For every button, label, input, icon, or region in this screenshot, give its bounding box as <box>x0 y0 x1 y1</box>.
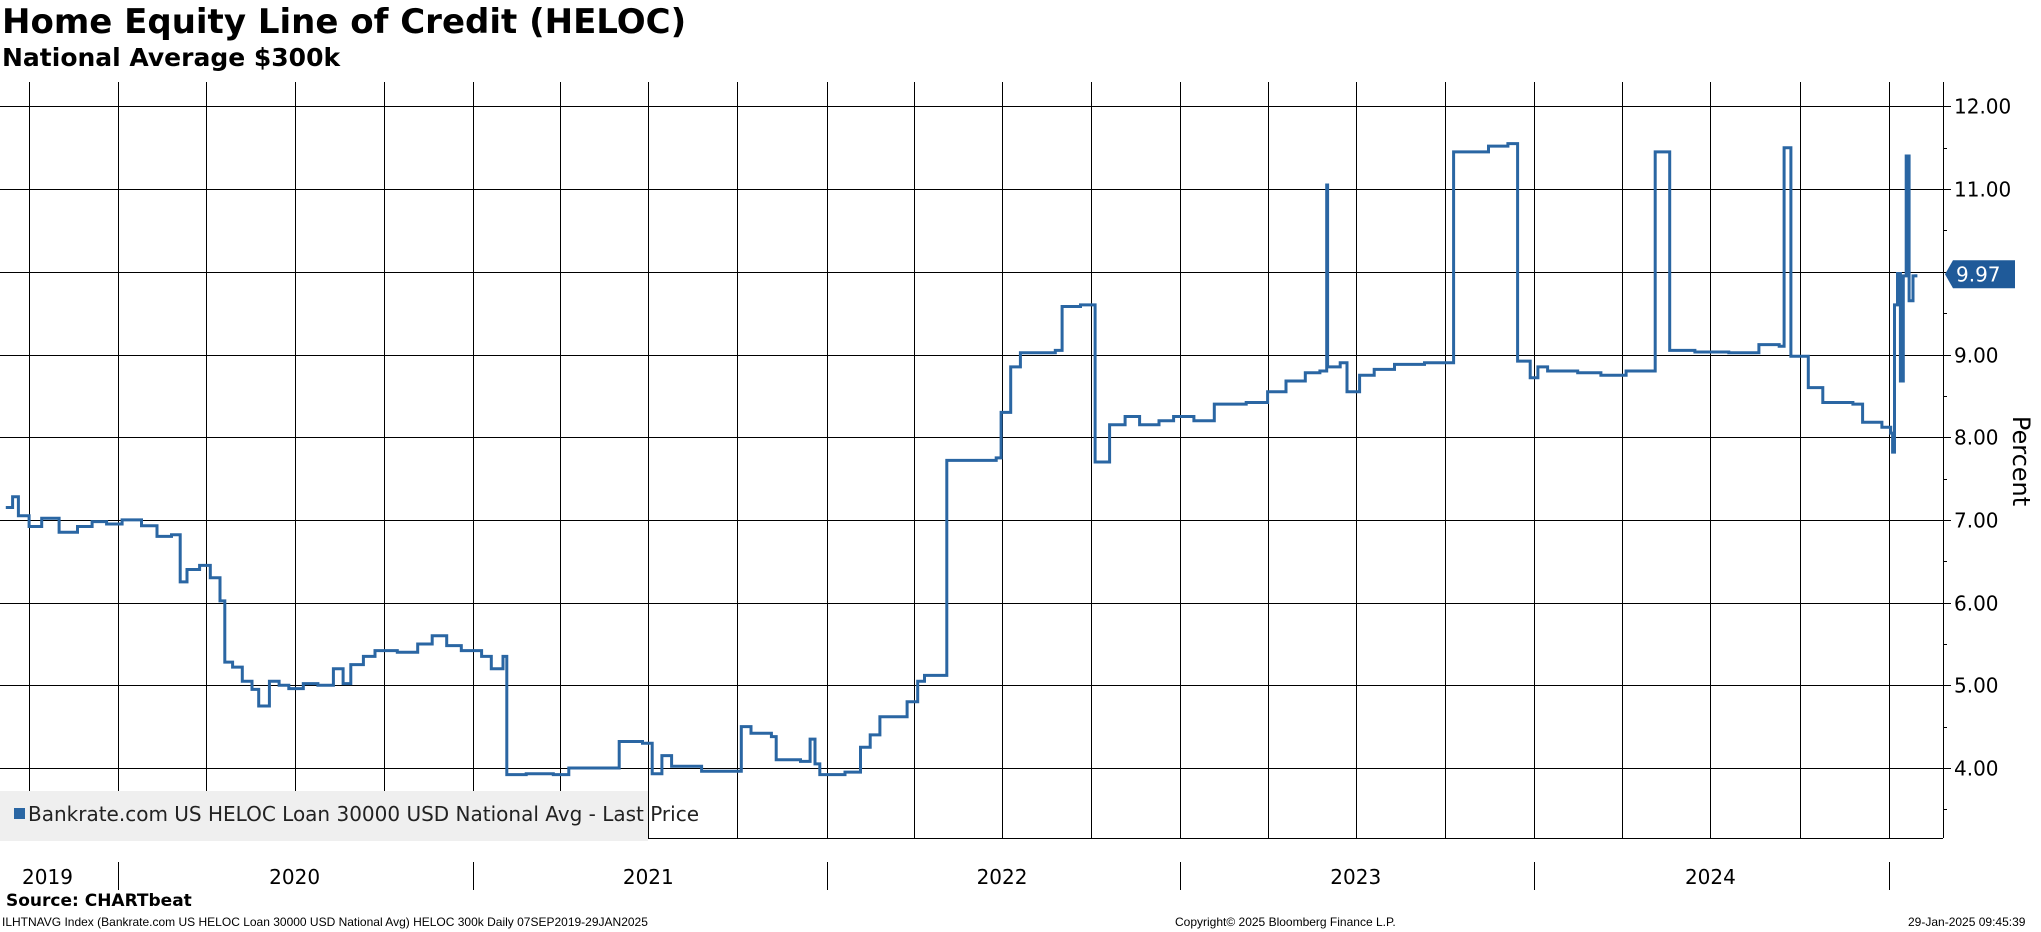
footer-copyright: Copyright© 2025 Bloomberg Finance L.P. <box>1175 915 1396 929</box>
grid-lines <box>0 82 1943 838</box>
x-year-label: 2019 <box>22 865 73 889</box>
source-note: Source: CHARTbeat <box>6 891 192 911</box>
y-tick-label: 4.00 <box>1954 757 1999 781</box>
y-tick-label: 12.00 <box>1954 95 2011 119</box>
x-year-label: 2023 <box>1330 865 1381 889</box>
footer-ticker-info: ILHTNAVG Index (Bankrate.com US HELOC Lo… <box>2 915 648 929</box>
y-tick-label: 11.00 <box>1954 178 2011 202</box>
y-tick-label: 7.00 <box>1954 509 1999 533</box>
last-price-label: 9.97 <box>1956 262 2001 286</box>
x-year-label: 2022 <box>977 865 1028 889</box>
y-tick-label: 9.00 <box>1954 344 1999 368</box>
footer-timestamp: 29-Jan-2025 09:45:39 <box>1908 915 2026 929</box>
legend-swatch <box>14 808 25 819</box>
y-tick-label: 6.00 <box>1954 592 1999 616</box>
y-axis-title: Percent <box>2007 416 2035 506</box>
x-year-label: 2024 <box>1685 865 1736 889</box>
y-tick-label: 5.00 <box>1954 674 1999 698</box>
x-year-label: 2020 <box>269 865 320 889</box>
y-tick-label: 8.00 <box>1954 426 1999 450</box>
legend <box>0 791 648 841</box>
x-year-label: 2021 <box>623 865 674 889</box>
axis-labels: 4.005.006.007.008.009.0010.0011.0012.002… <box>22 95 2035 890</box>
chart-subtitle: National Average $300k <box>2 43 341 72</box>
chart-title: Home Equity Line of Credit (HELOC) <box>2 2 687 42</box>
legend-label: Bankrate.com US HELOC Loan 30000 USD Nat… <box>28 802 700 826</box>
series-lines <box>5 142 1918 777</box>
last-price-tag <box>1945 260 2015 289</box>
series-line <box>5 142 1918 777</box>
